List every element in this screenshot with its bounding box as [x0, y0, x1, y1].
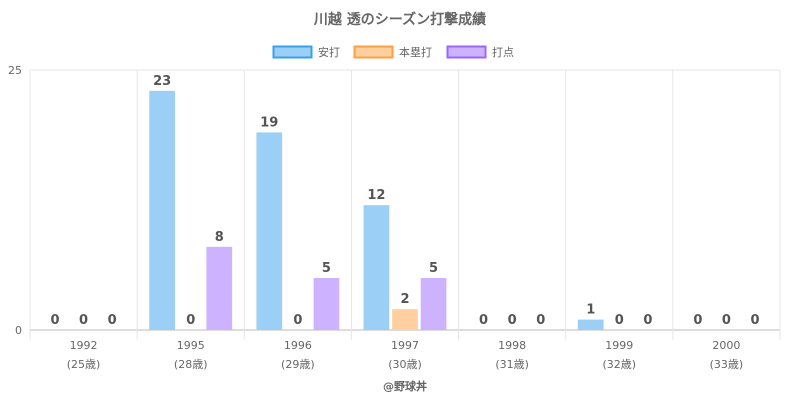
legend-swatch-hits	[272, 45, 313, 59]
x-tick-sublabel: (30歳)	[388, 358, 422, 371]
x-tick-label: 1992	[70, 339, 98, 352]
bar[interactable]	[256, 132, 283, 330]
legend-swatch-rbi	[446, 45, 487, 59]
x-tick-sublabel: (33歳)	[710, 358, 744, 371]
data-label: 0	[79, 313, 88, 328]
x-tick-label: 1996	[284, 339, 312, 352]
bar[interactable]	[313, 278, 340, 330]
legend-item-rbi[interactable]: 打点	[446, 45, 515, 59]
data-label: 19	[260, 115, 278, 130]
data-label: 0	[479, 313, 488, 328]
data-label: 0	[750, 313, 759, 328]
legend-label-hits: 安打	[318, 45, 340, 59]
data-labels: 0 0 0 23 0 8 19 0 5 12 2 5 0 0 0 1 0 0 0 0 0	[50, 74, 759, 328]
data-label: 23	[153, 74, 171, 89]
data-label: 0	[643, 313, 652, 328]
data-label: 8	[215, 230, 224, 245]
data-label: 0	[50, 313, 59, 328]
x-tick-label: 1999	[605, 339, 633, 352]
data-label: 0	[108, 313, 117, 328]
grid	[29, 69, 781, 340]
data-label: 0	[615, 313, 624, 328]
data-label: 0	[508, 313, 517, 328]
bar[interactable]	[149, 90, 175, 330]
bar[interactable]	[392, 309, 418, 330]
bar[interactable]	[420, 278, 447, 330]
bar[interactable]	[577, 319, 604, 330]
legend-label-home-runs: 本塁打	[399, 45, 432, 59]
data-label: 2	[400, 292, 409, 307]
x-tick-label: 1995	[177, 339, 205, 352]
data-label: 0	[536, 313, 545, 328]
x-tick-sublabel: (29歳)	[281, 358, 315, 371]
chart-title: 川越 透のシーズン打撃成績	[313, 11, 486, 28]
legend-swatch-home-runs	[353, 45, 394, 59]
x-tick-label: 1997	[391, 339, 419, 352]
data-label: 5	[429, 261, 438, 276]
x-tick-sublabel: (28歳)	[174, 358, 208, 371]
y-tick-label: 0	[15, 324, 22, 337]
data-label: 0	[186, 313, 195, 328]
x-tick-sublabel: (31歳)	[495, 358, 529, 371]
bars	[149, 90, 604, 330]
data-label: 0	[693, 313, 702, 328]
data-label: 0	[293, 313, 302, 328]
bar[interactable]	[363, 205, 390, 330]
x-axis: 1992 (25歳) 1995 (28歳) 1996 (29歳) 1997 (30歳) 1998…	[67, 339, 743, 371]
x-tick-sublabel: (25歳)	[67, 358, 101, 371]
x-tick-sublabel: (32歳)	[602, 358, 636, 371]
x-tick-label: 1998	[498, 339, 526, 352]
legend-label-rbi: 打点	[492, 45, 514, 59]
legend: 安打 本塁打 打点	[272, 45, 515, 59]
y-axis: 0 25	[8, 64, 22, 337]
data-label: 1	[586, 303, 595, 318]
bar[interactable]	[206, 246, 233, 330]
data-label: 5	[322, 261, 331, 276]
x-tick-label: 2000	[712, 339, 740, 352]
data-label: 0	[722, 313, 731, 328]
credit-text: @野球丼	[383, 379, 427, 393]
y-tick-label: 25	[8, 64, 22, 77]
data-label: 12	[367, 188, 385, 203]
legend-item-home-runs[interactable]: 本塁打	[353, 45, 433, 59]
legend-item-hits[interactable]: 安打	[272, 45, 341, 59]
